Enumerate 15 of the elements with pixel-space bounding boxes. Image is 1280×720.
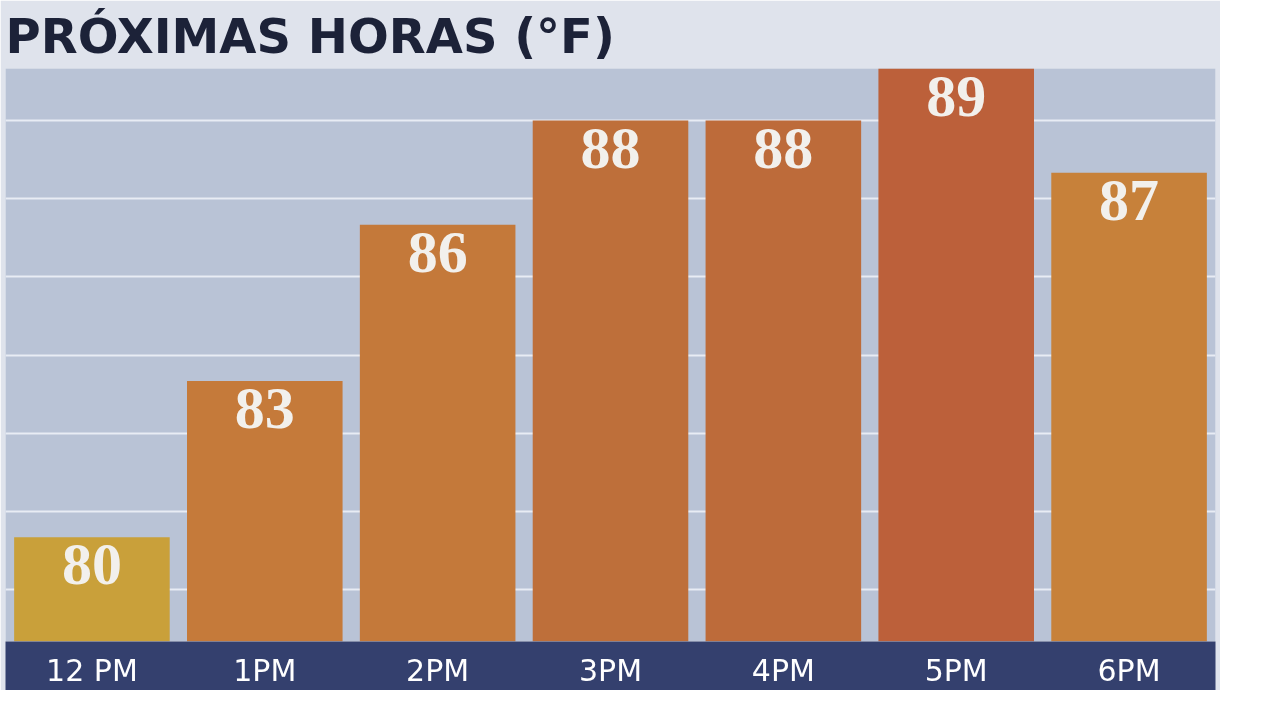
data-label: 89	[926, 62, 987, 129]
x-tick-label: 1PM	[233, 652, 297, 688]
x-tick-label: 3PM	[578, 652, 643, 688]
data-label: 80	[61, 531, 122, 598]
x-tick-label: 6PM	[1097, 652, 1161, 688]
x-tick-label: 2PM	[406, 652, 470, 688]
x-tick-label: 4PM	[751, 652, 815, 688]
chart-title: PRÓXIMAS HORAS (°F)	[5, 7, 615, 64]
x-tick-label: 5PM	[924, 652, 988, 688]
data-label: 88	[753, 114, 814, 181]
data-label: 86	[407, 218, 468, 285]
data-label: 87	[1099, 166, 1160, 233]
data-label: 83	[234, 375, 295, 442]
data-label: 88	[580, 114, 641, 181]
x-tick-label: 12 PM	[46, 652, 138, 688]
